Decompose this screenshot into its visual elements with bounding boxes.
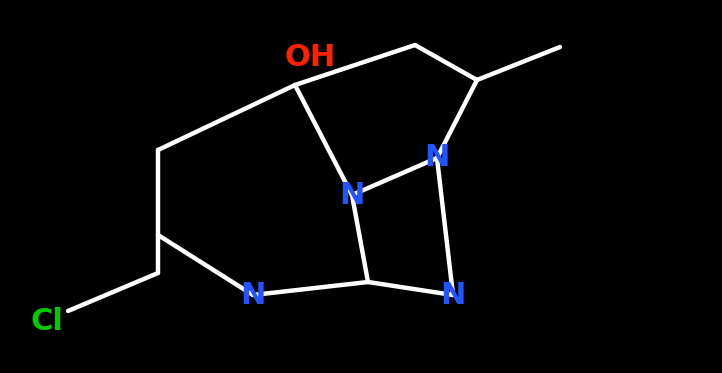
Text: N: N [440,280,466,310]
Text: Cl: Cl [30,307,64,335]
Text: N: N [339,181,365,210]
Text: N: N [240,280,266,310]
Text: N: N [425,144,450,172]
Text: OH: OH [284,44,336,72]
